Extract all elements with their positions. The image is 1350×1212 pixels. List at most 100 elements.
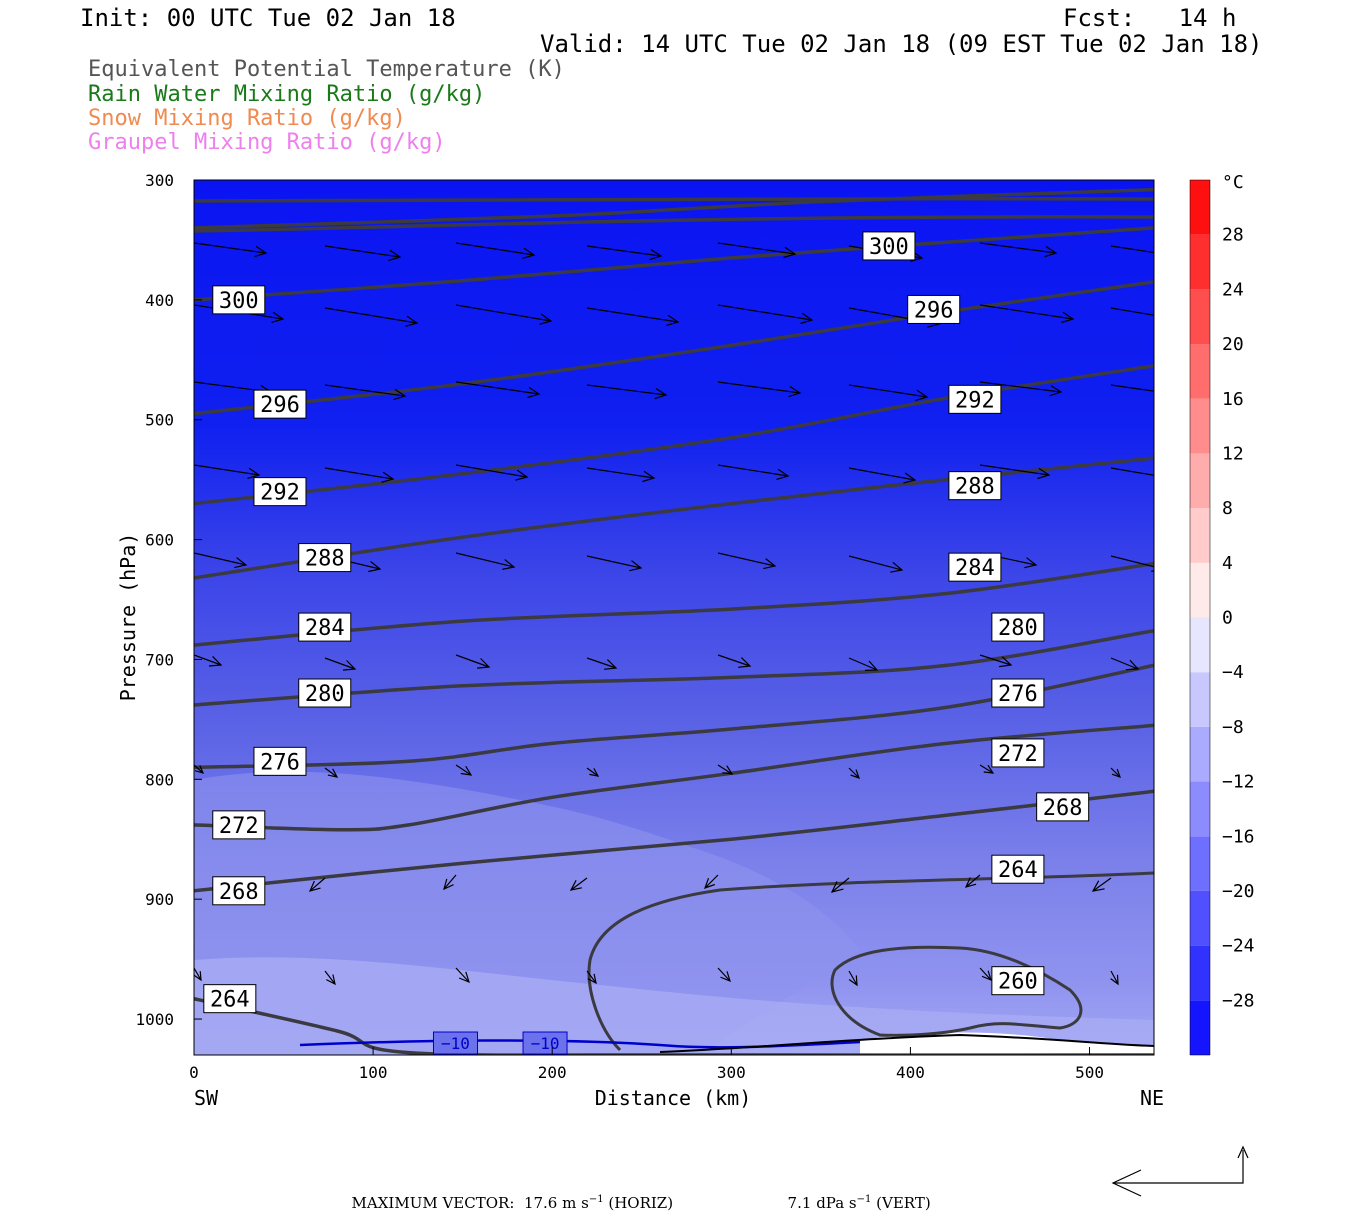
wind-vector [979, 654, 1013, 668]
contour-label-280: 280 [991, 612, 1045, 642]
theta-e-contour-closed [830, 945, 1083, 1037]
svg-text:268: 268 [1043, 796, 1083, 821]
wind-vector [586, 767, 600, 777]
colorbar-label: −20 [1222, 881, 1255, 902]
y-tick-label: 300 [145, 171, 174, 190]
wind-vector [848, 970, 858, 987]
colorbar-segment [1190, 562, 1210, 618]
legend-rain: Rain Water Mixing Ratio (g/kg) [88, 82, 486, 107]
wind-vector [979, 764, 995, 774]
svg-text:292: 292 [955, 388, 995, 413]
theta-e-contour-bulge [587, 871, 1154, 1052]
contour-label-300: 300 [212, 285, 266, 315]
wind-vector [194, 552, 248, 569]
svg-text:288: 288 [955, 475, 995, 500]
init-time: Init: 00 UTC Tue 02 Jan 18 [80, 4, 456, 32]
max-vector-vert-unit: dPa s [816, 1194, 857, 1212]
wind-vector [324, 245, 402, 262]
colorbar-label: −24 [1222, 936, 1255, 957]
wind-vector [1091, 877, 1112, 892]
colorbar-segment [1190, 1000, 1210, 1055]
max-vector-horiz-tag: (HORIZ) [608, 1194, 674, 1212]
max-vector-horiz-unit: m s [562, 1194, 589, 1212]
theta-e-contour-292 [194, 280, 1154, 416]
wind-vector [848, 467, 917, 484]
wind-vector [848, 555, 904, 573]
wind-vector [979, 464, 1051, 480]
svg-text:288: 288 [305, 547, 345, 572]
theta-e-contour-280 [194, 561, 1154, 647]
colorbar-label: −8 [1222, 717, 1244, 738]
svg-text:296: 296 [914, 298, 954, 323]
theta-e-contour-288 [194, 364, 1154, 506]
near-surface-fill [194, 957, 1154, 1055]
max-vector-vert: 7.1 dPa s−1 (VERT) [778, 1176, 931, 1212]
contour-label-296: 296 [253, 389, 307, 419]
colorbar-segment [1190, 890, 1210, 946]
wind-vector [194, 875, 195, 876]
wind-vector [717, 304, 814, 324]
svg-text:264: 264 [998, 858, 1038, 883]
theta-e-contour-top [194, 196, 1154, 203]
wind-vector [704, 874, 719, 889]
colorbar-segment [1190, 344, 1210, 399]
ground-line [659, 1033, 1154, 1053]
contour-label-268: 268 [212, 876, 266, 906]
colorbar-label: 12 [1222, 443, 1244, 464]
contour-label-288: 288 [948, 471, 1002, 501]
wind-vector [848, 384, 929, 401]
x-tick-label: 400 [896, 1063, 925, 1082]
wind-vector [717, 654, 752, 668]
wind-vector [979, 381, 1063, 397]
valid-time: Valid: 14 UTC Tue 02 Jan 18 (09 EST Tue … [540, 30, 1263, 58]
wind-vector [308, 877, 326, 892]
wind-vector [455, 654, 491, 669]
colorbar-segment [1190, 836, 1210, 891]
colorbar-segment [1190, 726, 1210, 782]
wind-vector [717, 764, 734, 775]
colorbar-segment [1190, 945, 1210, 1001]
colorbar-label: −16 [1222, 826, 1255, 847]
y-tick-label: 600 [145, 531, 174, 550]
contour-label-276: 276 [253, 746, 307, 776]
contour-label-296: 296 [907, 294, 961, 324]
svg-text:−10: −10 [531, 1034, 560, 1053]
wind-vector [1110, 384, 1154, 392]
wind-vector [979, 967, 992, 982]
svg-text:276: 276 [998, 682, 1038, 707]
colorbar-segment [1190, 672, 1210, 727]
wind-vector [979, 304, 1075, 324]
colorbar-label: 4 [1222, 553, 1233, 574]
wind-vector [830, 877, 850, 893]
max-vector-vert-tag: (VERT) [876, 1194, 931, 1212]
contour-label-264: 264 [203, 984, 257, 1014]
wind-vector [194, 654, 223, 667]
wind-vector [324, 657, 357, 671]
max-vector-horiz-value: 17.6 [523, 1194, 558, 1212]
wind-vector [717, 381, 802, 398]
svg-text:280: 280 [998, 616, 1038, 641]
wind-vector [194, 764, 205, 774]
theta-e-contour-300 [194, 187, 1154, 230]
y-tick-label: 800 [145, 770, 174, 789]
wind-vector [1110, 970, 1119, 986]
wind-vector [455, 552, 516, 570]
contour-label-272: 272 [212, 810, 266, 840]
y-tick-label: 500 [145, 411, 174, 430]
wind-vector [717, 967, 731, 983]
theta-e-contour-272 [194, 663, 1154, 770]
contour-label-260: 260 [991, 966, 1045, 996]
wind-vector [455, 464, 529, 481]
colorbar-label: −4 [1222, 662, 1244, 683]
x-tick-label: 200 [538, 1063, 567, 1082]
contour-label-284: 284 [298, 612, 352, 642]
colorbar-label: −28 [1222, 990, 1255, 1011]
colorbar-segment [1190, 398, 1210, 454]
contour-label-280: 280 [298, 678, 352, 708]
wind-vector [717, 552, 777, 570]
x-tick-label: 100 [359, 1063, 388, 1082]
legend-theta-e: Equivalent Potential Temperature (K) [88, 57, 565, 82]
svg-text:280: 280 [305, 682, 345, 707]
scale-arrow-icon [1111, 1145, 1249, 1197]
wind-vector [717, 464, 790, 480]
